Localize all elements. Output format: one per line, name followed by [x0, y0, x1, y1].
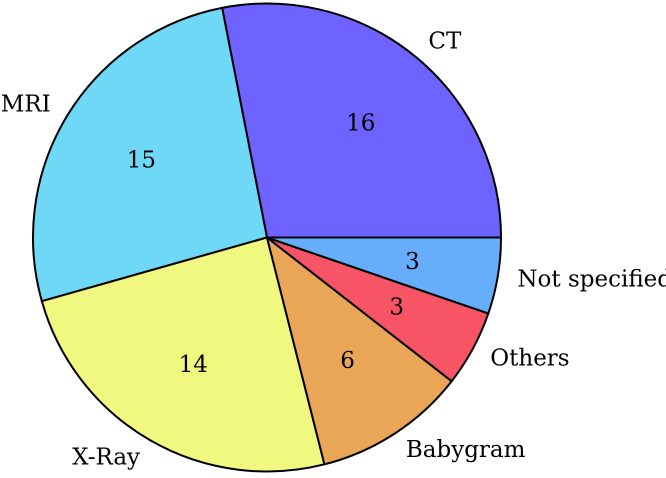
- slice-value-others: 3: [389, 295, 404, 321]
- slice-label-ct: CT: [428, 29, 462, 55]
- slice-label-not-specified: Not specified: [517, 266, 666, 292]
- pie-slice-ct: [221, 2, 502, 239]
- slice-label-mri: MRI: [1, 92, 51, 118]
- slice-label-x-ray: X-Ray: [72, 444, 140, 470]
- slice-value-mri: 15: [127, 147, 156, 173]
- slice-label-others: Others: [490, 345, 569, 371]
- pie-slices: [32, 2, 502, 473]
- slice-value-ct: 16: [346, 111, 375, 137]
- slice-value-babygram: 6: [340, 348, 355, 374]
- slice-value-labels: 16 15 14 6 33: [127, 111, 420, 378]
- slice-label-babygram: Babygram: [406, 437, 526, 463]
- pie-slice-x-ray: [40, 236, 326, 473]
- slice-value-x-ray: 14: [179, 352, 208, 378]
- slice-value-not-specified: 3: [405, 249, 420, 275]
- pie-slice-not-specified: [266, 236, 502, 315]
- pie-slice-babygram: [266, 236, 453, 466]
- slice-category-labels: CT MRI X-Ray Babygram Others Not specified: [1, 29, 666, 471]
- pie-slice-mri: [32, 6, 268, 303]
